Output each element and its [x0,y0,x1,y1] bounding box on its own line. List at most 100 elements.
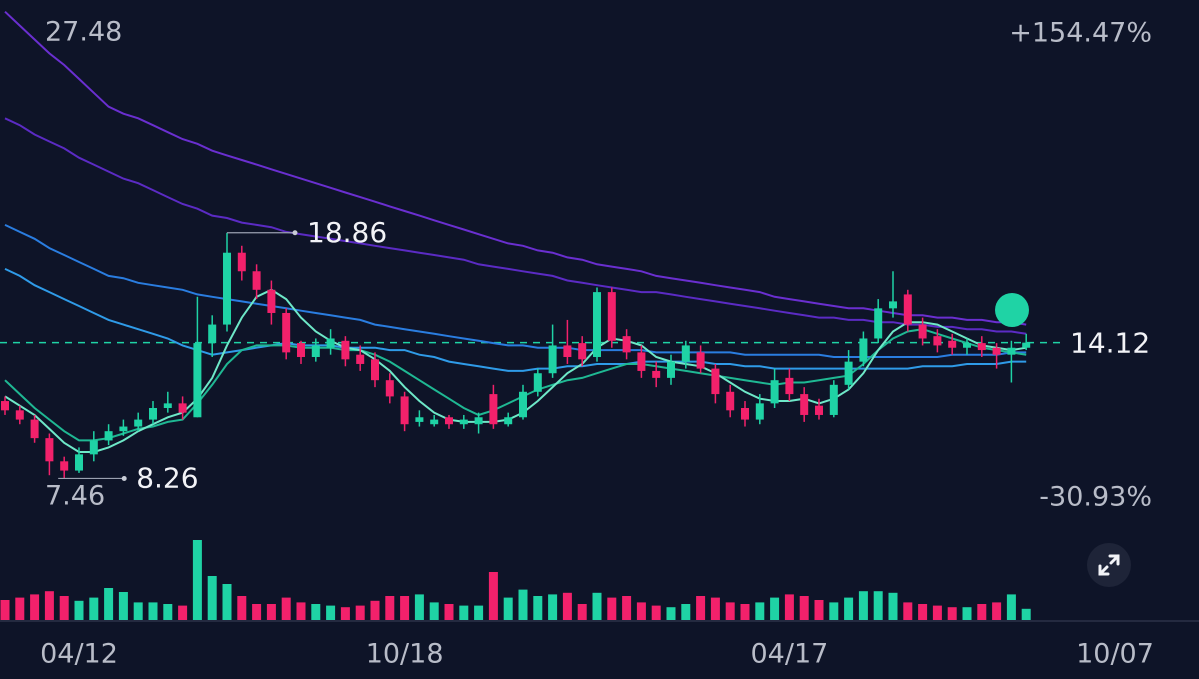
candle-body [415,417,424,422]
candle-body [193,343,202,418]
volume-bar [207,576,217,620]
candle [311,338,320,362]
volume-bar [607,597,617,620]
candle [267,280,276,325]
moving-average-line [4,117,1027,335]
volume-bar [725,602,735,620]
candle [578,336,587,367]
low-dot [121,475,127,481]
volume-bar [133,602,143,620]
candle [89,431,98,462]
volume-bar [518,589,528,620]
candle-body [711,368,720,395]
candle [178,396,187,420]
candle-body [282,312,291,353]
volume-bar [355,605,365,620]
candle-body [385,380,394,397]
candle [193,296,202,418]
volume-bar [1021,608,1031,620]
volume-bar [400,596,410,620]
candle-body [459,419,468,425]
candle [533,368,542,397]
candle [104,424,113,446]
candle-body [593,292,601,358]
candle [711,363,720,404]
volume-bar [311,604,321,620]
volume-bar [770,597,780,620]
expand-icon[interactable] [1098,554,1120,576]
candle [163,391,172,413]
live-indicator [995,293,1029,327]
moving-average-line [4,288,1027,453]
candle-body [829,384,838,415]
candle [903,289,912,332]
expand-button[interactable] [1087,543,1131,587]
volume-bar [370,600,380,620]
high-dot [292,230,298,236]
candle-body [963,343,971,348]
volume-bar [622,596,632,620]
volume-bar [118,592,128,620]
candle [415,410,424,427]
candle-body [75,454,83,471]
candle [459,414,468,429]
volume-bar [326,605,336,620]
candle-body [607,292,616,341]
candle-body [400,396,409,425]
volume-bar [488,572,498,620]
candle-body [60,461,69,471]
candle-body [223,252,231,325]
volume-bar [1006,594,1016,620]
candle-body [430,419,439,425]
moving-average-line [4,328,1027,442]
expand-button-bg[interactable] [1087,543,1131,587]
candle-body [119,426,128,432]
candle-body [89,440,98,455]
candle-body [741,408,749,420]
volume-bar [962,607,972,620]
candle-body [163,403,172,409]
candle-body [726,391,735,411]
candle [622,329,631,360]
candle-body [770,380,779,404]
volume-bar [755,602,765,620]
candle [1022,333,1031,351]
candle-body [445,417,453,425]
volume-bar [740,604,750,620]
candle-body [548,345,557,374]
volume-bar [858,591,868,620]
volume-bar [192,540,202,620]
volume-bar [444,604,454,620]
candle [667,354,675,385]
volume-bar [548,594,558,620]
candle-body [326,338,335,348]
candle-body [563,345,572,358]
volume-bar [148,602,158,620]
candle-body [578,343,587,360]
y-tick-label: 27.48 [45,17,122,48]
candle-body [30,419,39,439]
low-label: 8.26 [136,461,198,494]
candle [607,287,616,348]
candle [977,336,986,358]
candle [371,352,379,388]
volume-bar [977,604,987,620]
candle [223,232,231,332]
candle-body [519,391,527,418]
volume-bar [992,602,1002,620]
candle-body [622,336,631,353]
candle [15,405,24,425]
candle [60,456,69,479]
candle [563,319,572,364]
candle [696,345,705,374]
candle-body [859,338,868,362]
volume-bar [814,600,824,620]
volume-bar [59,596,69,620]
candle [208,315,217,358]
candle [504,412,513,427]
candle-body [311,345,320,358]
candle-body [533,373,542,392]
candle-body [371,359,379,381]
volume-bar [799,596,809,620]
candle-body [1,401,9,411]
